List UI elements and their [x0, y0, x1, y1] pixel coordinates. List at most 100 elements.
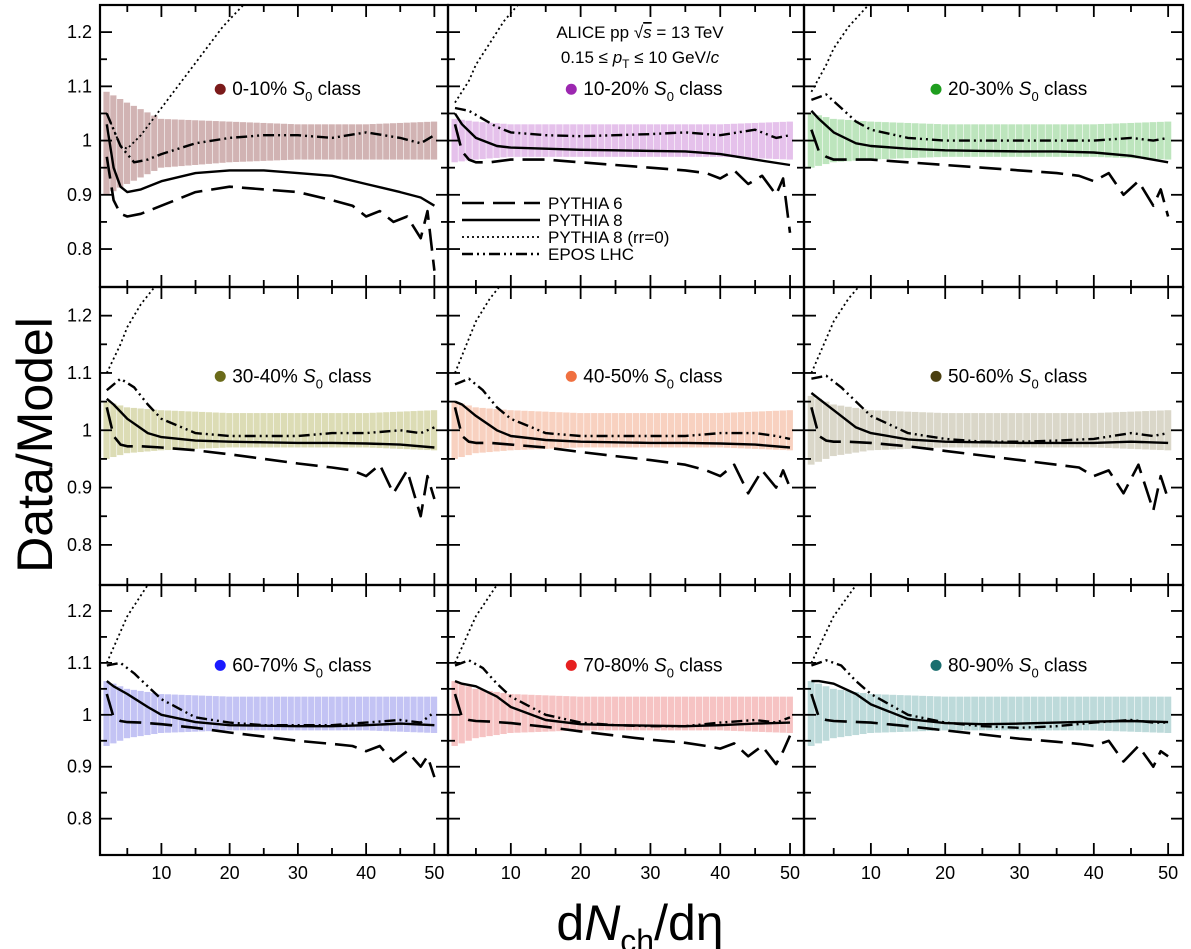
band-bar [660, 413, 668, 448]
band-bar [417, 696, 424, 733]
x-tick-label: 20 [571, 863, 591, 883]
band-bar [667, 413, 675, 448]
band-bar [280, 413, 288, 448]
band-bar [1038, 696, 1045, 731]
series-pythia-8-rr-0 [810, 585, 858, 664]
y-tick-label: 0.8 [67, 809, 92, 829]
band-bar [178, 119, 185, 167]
tick-labels: 0.8 0.9 1 1.1 1.2 0.8 0.9 1 1.1 1.2 0.8 0.9 1 1.1 1.2 1… [67, 22, 1178, 883]
y-tick-label: 0.8 [67, 239, 92, 259]
band-bar [639, 696, 647, 731]
band-bar [737, 696, 745, 732]
band-bar [786, 696, 793, 733]
band-bar [737, 123, 745, 158]
band-bar [1000, 413, 1008, 448]
series-pythia-8-rr-0 [454, 5, 519, 104]
band-bar [1164, 696, 1172, 733]
band-bar [308, 413, 315, 448]
band-bar [867, 121, 874, 160]
band-bar [993, 696, 1001, 731]
band-bar [260, 696, 267, 731]
y-tick-label: 1.2 [67, 22, 92, 42]
band-bar [198, 695, 206, 732]
class-marker-dot [214, 370, 226, 382]
band-bar [287, 124, 294, 160]
band-bar [667, 124, 675, 157]
x-tick-label: 20 [935, 863, 955, 883]
band-bar [1134, 696, 1142, 732]
y-axis-title: Data/Model [7, 317, 63, 573]
class-label: 80-90% S0 class [948, 655, 1087, 680]
band-bar [294, 696, 301, 731]
band-bar [646, 413, 654, 448]
band-bar [882, 410, 889, 450]
band-bar [1067, 696, 1075, 731]
band-bar [369, 412, 376, 448]
series-pythia-6 [810, 406, 1170, 512]
band-bar [822, 117, 830, 165]
band-bar [674, 413, 682, 448]
band-bar [1052, 696, 1060, 731]
band-bar [383, 696, 390, 732]
band-bar [963, 413, 971, 448]
band-bar [815, 398, 822, 462]
band-bar [1060, 124, 1068, 157]
band-bar [192, 411, 199, 449]
band-bar [144, 112, 151, 175]
band-bar [342, 124, 349, 160]
band-bar [751, 696, 759, 732]
band-bar [822, 686, 830, 741]
band-bar [205, 412, 212, 449]
band-bar [570, 412, 577, 448]
band-bar [889, 411, 897, 450]
band-bar [253, 413, 260, 448]
band-bar [619, 696, 626, 731]
uncertainty-band [103, 91, 438, 195]
panel-20-30pct: 20-30% S0 class [807, 5, 1172, 217]
band-bar [308, 696, 315, 731]
band-bar [896, 122, 904, 159]
band-bar [830, 118, 837, 163]
band-bar [926, 123, 934, 158]
band-bar [144, 691, 151, 736]
band-bar [852, 407, 860, 453]
band-bar [1015, 413, 1023, 448]
band-bar [1097, 696, 1105, 731]
legend-label: PYTHIA 8 (rr=0) [548, 228, 669, 247]
band-bar [1142, 411, 1149, 450]
band-bar [772, 696, 779, 733]
band-bar [246, 122, 253, 162]
band-bar [1045, 696, 1053, 731]
y-tick-label: 1 [82, 420, 92, 440]
band-bar [287, 413, 294, 448]
band-bar [702, 413, 710, 448]
band-bar [260, 122, 267, 161]
series-pythia-8 [454, 679, 791, 728]
band-bar [758, 696, 766, 732]
band-bar [660, 696, 668, 731]
band-bar [563, 412, 570, 449]
band-bar [396, 696, 404, 732]
band-bar [956, 696, 964, 731]
band-bar [226, 121, 233, 163]
band-bar [626, 413, 633, 448]
class-label: 40-50% S0 class [583, 366, 722, 391]
band-bar [653, 696, 661, 731]
band-bar [1067, 413, 1075, 448]
band-bar [730, 412, 738, 449]
band-bar [1090, 124, 1097, 157]
band-bar [993, 124, 1001, 157]
series-pythia-8 [454, 400, 791, 449]
band-bar [948, 124, 956, 157]
band-bar [226, 413, 233, 448]
band-bar [164, 119, 172, 168]
band-bar [1015, 696, 1023, 731]
class-marker-dot [214, 83, 226, 95]
y-tick-label: 1 [82, 705, 92, 725]
band-bar [688, 413, 696, 448]
band-bar [852, 691, 860, 736]
band-bar [219, 121, 226, 163]
band-bar [556, 124, 563, 157]
band-bar [874, 121, 882, 160]
